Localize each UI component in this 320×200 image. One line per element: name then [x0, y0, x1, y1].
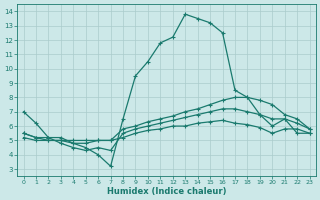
X-axis label: Humidex (Indice chaleur): Humidex (Indice chaleur)	[107, 187, 226, 196]
